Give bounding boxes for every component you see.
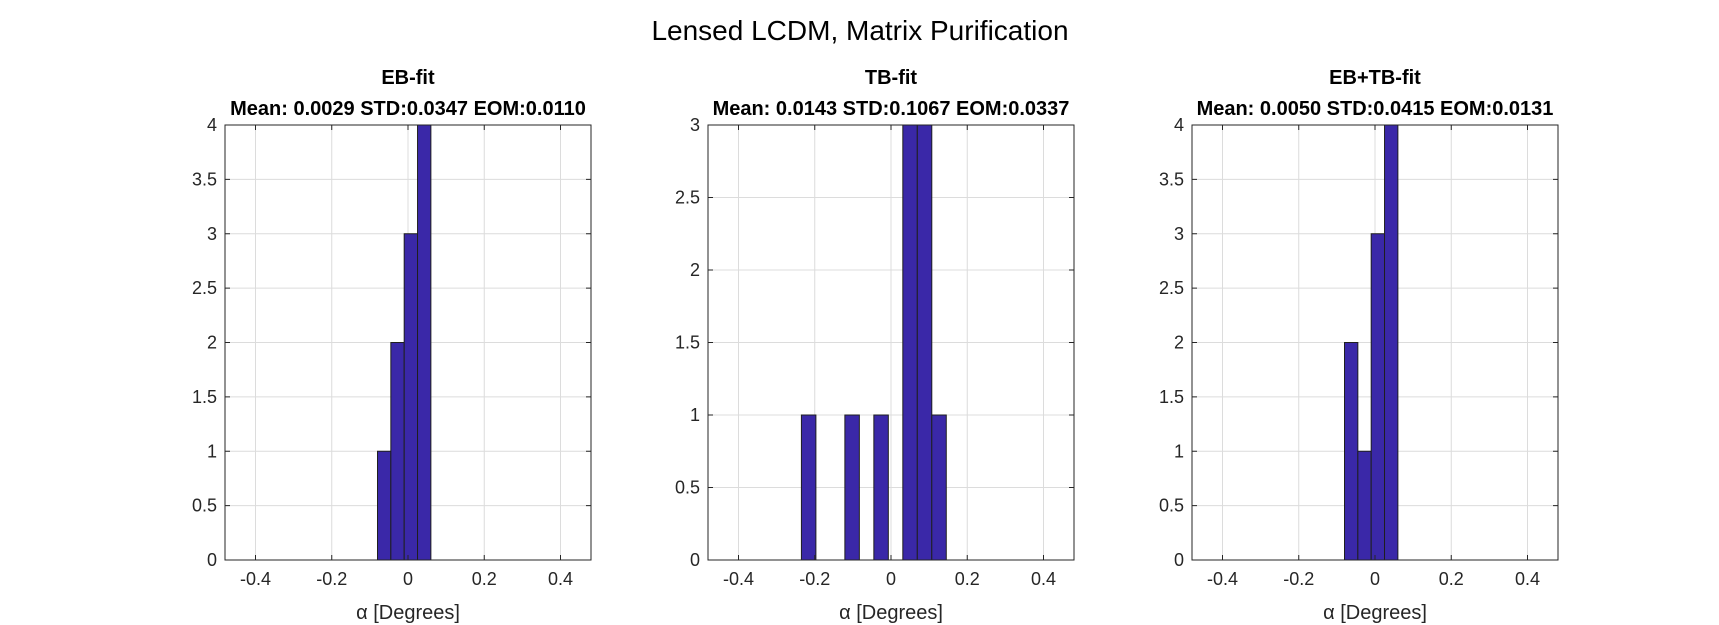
histogram-bar — [1357, 450, 1372, 561]
histogram-bar — [417, 124, 432, 561]
x-tick-label: -0.4 — [240, 569, 271, 589]
y-tick-label: 2 — [1174, 333, 1184, 353]
histogram-bar — [390, 342, 405, 561]
x-tick-label: 0.4 — [1515, 569, 1540, 589]
y-tick-label: 2.5 — [675, 188, 700, 208]
y-tick-label: 0 — [1174, 550, 1184, 570]
y-tick-label: 0 — [207, 550, 217, 570]
x-tick-label: -0.2 — [799, 569, 830, 589]
y-tick-label: 3.5 — [1159, 169, 1184, 189]
y-tick-label: 0.5 — [192, 496, 217, 516]
x-tick-label: 0.4 — [1031, 569, 1056, 589]
x-tick-label: 0 — [886, 569, 896, 589]
y-tick-label: 2 — [207, 333, 217, 353]
y-tick-label: 1 — [207, 441, 217, 461]
subplot-3: -0.4 -0.2 0 0.2 0.4 0 0.5 1 1.5 2 2.5 3 3.5 4 EB+TB-fi… — [1159, 67, 1559, 624]
y-tick-label: 4 — [1174, 115, 1184, 135]
x-tick-label: -0.4 — [1207, 569, 1238, 589]
y-tick-label: 3 — [207, 224, 217, 244]
x-tick-label: -0.2 — [1283, 569, 1314, 589]
figure-suptitle: Lensed LCDM, Matrix Purification — [651, 15, 1068, 46]
histogram-bar — [403, 233, 419, 561]
histogram-bar — [1344, 342, 1359, 561]
y-tick-label: 1.5 — [675, 333, 700, 353]
x-tick-label: 0 — [403, 569, 413, 589]
subplot-stats: Mean: 0.0050 STD:0.0415 EOM:0.0131 — [1197, 98, 1554, 120]
x-tick-label: 0.2 — [472, 569, 497, 589]
histogram-bar — [916, 124, 933, 561]
subplot-stats: Mean: 0.0143 STD:0.1067 EOM:0.0337 — [713, 98, 1070, 120]
y-tick-label: 1 — [1174, 441, 1184, 461]
x-tick-label: -0.4 — [723, 569, 754, 589]
x-tick-label: 0 — [1370, 569, 1380, 589]
y-tick-label: 2 — [690, 260, 700, 280]
subplot-2: -0.4 -0.2 0 0.2 0.4 0 0.5 1 1.5 2 2.5 3 TB-fit Mean: … — [675, 67, 1075, 624]
subplot-title: EB-fit — [381, 67, 435, 89]
x-axis-label: α [Degrees] — [356, 602, 460, 624]
x-tick-label: 0.4 — [548, 569, 573, 589]
histogram-bar — [1384, 124, 1399, 561]
histogram-bar — [844, 414, 860, 561]
x-tick-label: -0.2 — [316, 569, 347, 589]
histogram-bar — [800, 414, 817, 561]
y-tick-label: 1 — [690, 405, 700, 425]
y-tick-label: 1.5 — [1159, 387, 1184, 407]
y-tick-label: 2.5 — [1159, 278, 1184, 298]
histogram-bar — [873, 414, 889, 561]
histogram-bar — [931, 414, 947, 561]
histogram-bar — [902, 124, 918, 561]
y-tick-label: 2.5 — [192, 278, 217, 298]
histogram-bar — [1370, 233, 1386, 561]
histogram-bar — [377, 450, 392, 561]
subplot-stats: Mean: 0.0029 STD:0.0347 EOM:0.0110 — [230, 98, 586, 120]
subplot-title: EB+TB-fit — [1329, 67, 1421, 89]
x-tick-label: 0.2 — [1439, 569, 1464, 589]
x-tick-label: 0.2 — [955, 569, 980, 589]
y-tick-label: 3 — [690, 115, 700, 135]
y-tick-label: 4 — [207, 115, 217, 135]
subplot-panels: -0.4 -0.2 0 0.2 0.4 0 0.5 1 1.5 2 2.5 3 3.5 4 EB-fit Me… — [192, 67, 1559, 624]
subplot-1: -0.4 -0.2 0 0.2 0.4 0 0.5 1 1.5 2 2.5 3 3.5 4 EB-fit Me… — [192, 67, 592, 624]
x-axis-label: α [Degrees] — [839, 602, 943, 624]
y-tick-label: 3 — [1174, 224, 1184, 244]
x-axis-label: α [Degrees] — [1323, 602, 1427, 624]
y-tick-label: 3.5 — [192, 169, 217, 189]
subplot-title: TB-fit — [865, 67, 918, 89]
y-tick-label: 1.5 — [192, 387, 217, 407]
y-tick-label: 0.5 — [1159, 496, 1184, 516]
y-tick-label: 0.5 — [675, 478, 700, 498]
y-tick-label: 0 — [690, 550, 700, 570]
